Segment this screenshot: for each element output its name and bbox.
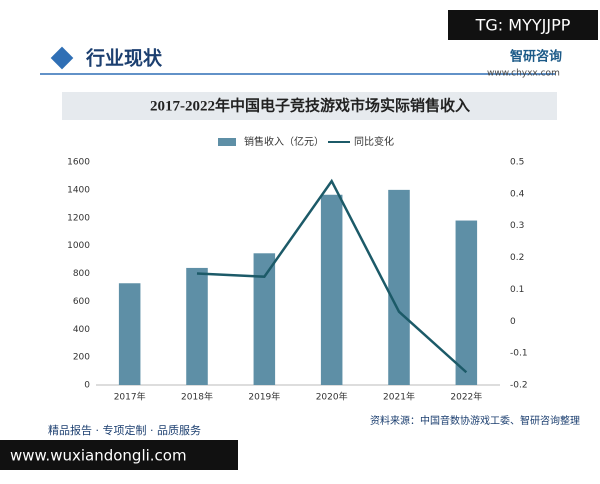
chart-title: 2017-2022年中国电子竞技游戏市场实际销售收入: [150, 96, 470, 114]
y2-tick-label: 0.4: [510, 189, 525, 199]
y2-tick-label: 0.5: [510, 158, 524, 168]
y-tick-label: 600: [73, 297, 90, 307]
tag-box: [448, 10, 598, 40]
y-tick-label: 800: [73, 269, 90, 279]
y2-tick-label: 0.2: [510, 253, 524, 263]
bar: [388, 189, 410, 385]
bar: [320, 194, 343, 385]
footer-source: 资料来源：中国音数协游戏工委、智研咨询整理: [370, 414, 580, 427]
tag: TG: MYYJJPP: [475, 16, 571, 35]
bar: [186, 267, 208, 385]
x-tick-label: 2020年: [316, 391, 348, 403]
title-band: [62, 92, 557, 120]
watermark-url: www.wuxiandongli.com: [10, 447, 187, 465]
x-tick-label: 2019年: [248, 391, 280, 403]
y-tick-label: 1200: [67, 213, 90, 223]
bar: [253, 253, 276, 385]
x-tick-label: 2021年: [383, 391, 415, 403]
legend-label: 销售收入（亿元）: [244, 135, 324, 148]
y-tick-label: 200: [73, 353, 90, 363]
section-icon: [50, 46, 74, 70]
y2-tick-label: 0.3: [510, 221, 524, 231]
line: [196, 178, 468, 374]
legend-label: 同比变化: [354, 135, 394, 148]
brand: 智研咨询: [510, 49, 562, 65]
y2-tick-label: -0.1: [510, 349, 528, 359]
brand-url: www.chyxx.com: [487, 69, 560, 79]
section-title: 行业现状: [85, 47, 163, 70]
x-tick-label: 2017年: [114, 391, 146, 403]
x-tick-label: 2022年: [450, 391, 482, 403]
y2-tick-label: 0.1: [510, 285, 524, 295]
legend-swatch: [218, 138, 236, 146]
x-tick-label: 2018年: [181, 391, 213, 403]
bar: [455, 220, 478, 385]
y-tick-label: 1600: [67, 158, 90, 168]
y-tick-label: 0: [84, 381, 90, 391]
watermark-box: [0, 440, 238, 470]
y-tick-label: 400: [73, 325, 90, 335]
footer-slogan: 精品报告 · 专项定制 · 品质服务: [48, 423, 201, 437]
bar: [118, 283, 141, 385]
y2-tick-label: -0.2: [510, 381, 528, 391]
y-tick-label: 1000: [67, 241, 90, 251]
y-tick-label: 1400: [67, 185, 90, 195]
y2-tick-label: 0: [510, 317, 516, 327]
